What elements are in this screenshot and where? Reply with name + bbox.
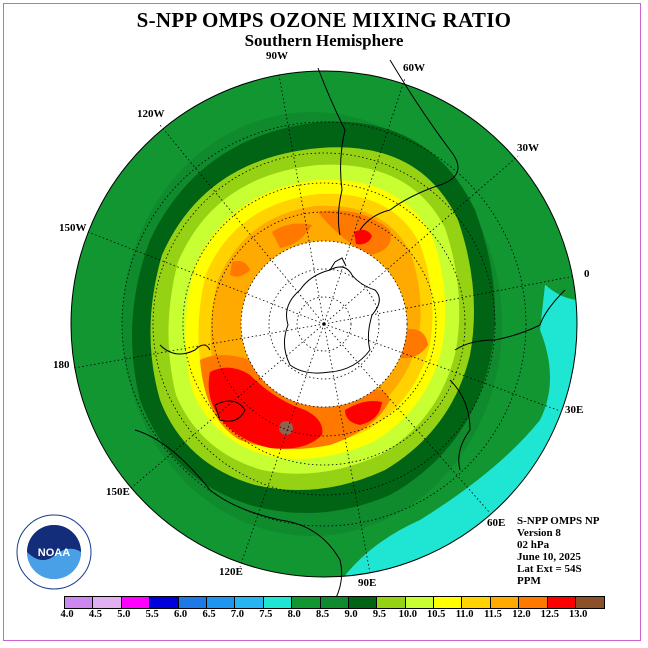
colorbar-tick-label: 7.5 — [259, 609, 273, 620]
colorbar-swatch — [405, 597, 435, 608]
ozone-field — [71, 71, 577, 577]
colorbar-tick-label: 5.5 — [145, 609, 159, 620]
field-level-12-5-b — [345, 401, 382, 425]
colorbar-swatch — [377, 597, 406, 608]
noaa-logo-text: NOAA — [38, 547, 70, 559]
colorbar-swatch — [519, 597, 548, 608]
colorbar-tick-label: 12.0 — [512, 609, 531, 620]
colorbar-tick-label: 4.0 — [60, 609, 74, 620]
lon-label-120e: 120E — [219, 566, 243, 578]
colorbar-tick-label: 9.5 — [372, 609, 386, 620]
info-block: S-NPP OMPS NP Version 8 02 hPa June 10, … — [517, 515, 600, 587]
info-product: S-NPP OMPS NP — [517, 515, 600, 527]
colorbar-swatch — [292, 597, 321, 608]
colorbar-swatch — [263, 597, 293, 608]
south-america-west-coast — [317, 67, 346, 236]
lat-circle-80 — [296, 296, 352, 352]
colorbar-tick-label: 10.5 — [427, 609, 446, 620]
colorbar — [64, 596, 606, 609]
colorbar-tick-label: 8.0 — [287, 609, 301, 620]
page-subtitle: Southern Hemisphere — [244, 31, 404, 50]
lon-label-30e: 30E — [565, 404, 584, 416]
info-date: June 10, 2025 — [517, 551, 581, 563]
map-boundary — [70, 70, 578, 578]
meridian-0 — [323, 275, 576, 325]
info-units: PPM — [517, 575, 541, 587]
colorbar-swatch — [348, 597, 378, 608]
colorbar-swatch — [65, 597, 94, 608]
colorbar-swatch — [490, 597, 520, 608]
field-level-12-5-a — [208, 367, 323, 449]
colorbar-swatch — [320, 597, 349, 608]
colorbar-swatch — [121, 597, 151, 608]
colorbar-swatch — [150, 597, 179, 608]
field-level-12-0-c — [230, 261, 250, 277]
lon-label-150e: 150E — [106, 486, 130, 498]
colorbar-swatch — [547, 597, 577, 608]
colorbar-tick-label: 9.0 — [344, 609, 358, 620]
lat-circle-65 — [211, 211, 437, 437]
lon-label-0: 0 — [584, 268, 590, 280]
colorbar-tick-label: 13.0 — [569, 609, 588, 620]
info-lat-ext: Lat Ext = 54S — [517, 563, 582, 575]
lon-label-180: 180 — [53, 359, 70, 371]
lat-circle-75 — [268, 268, 380, 380]
page-title: S-NPP OMPS OZONE MIXING RATIO — [136, 8, 512, 32]
field-level-12-5-c — [354, 229, 372, 245]
colorbar-tick-label: 11.5 — [484, 609, 502, 620]
lon-label-150w: 150W — [59, 222, 87, 234]
tasmania — [214, 400, 246, 422]
colorbar-tick-label: 4.5 — [88, 609, 102, 620]
lon-label-60w: 60W — [403, 62, 425, 74]
meridian-30w — [323, 155, 519, 325]
colorbar-tick-label: 6.5 — [202, 609, 216, 620]
field-level-12-0-d — [400, 329, 428, 359]
colorbar-tick-label: 5.0 — [117, 609, 131, 620]
colorbar-tick-label: 7.0 — [230, 609, 244, 620]
graticule — [73, 74, 576, 574]
lon-label-30w: 30W — [517, 142, 539, 154]
info-version: Version 8 — [517, 527, 561, 539]
colorbar-tick-label: 8.5 — [316, 609, 330, 620]
lon-label-90w: 90W — [266, 50, 288, 62]
colorbar-tick-label: 11.0 — [455, 609, 474, 620]
colorbar-tick-label: 12.5 — [540, 609, 559, 620]
south-pole-dot — [322, 322, 326, 326]
south-america-east-coast — [359, 59, 459, 231]
lat-circle-50 — [121, 121, 527, 527]
africa-coast — [454, 289, 566, 351]
lon-label-90e: 90E — [358, 577, 377, 589]
madagascar — [449, 379, 471, 471]
colorbar-swatch — [462, 597, 491, 608]
field-level-13-0 — [279, 421, 293, 435]
antarctica-coast — [284, 266, 380, 374]
colorbar-tick-label: 6.0 — [174, 609, 188, 620]
meridian-120w — [159, 124, 325, 325]
colorbar-tick-label: 10.0 — [398, 609, 417, 620]
meridian-60w — [323, 77, 406, 325]
lon-label-60e: 60E — [487, 517, 506, 529]
colorbar-swatch — [206, 597, 236, 608]
colorbar-swatch — [235, 597, 264, 608]
lat-circle-55 — [152, 152, 496, 496]
lat-circle-70 — [240, 240, 408, 408]
colorbar-swatch — [576, 597, 605, 608]
australia-coast — [134, 429, 343, 601]
lon-label-120w: 120W — [137, 108, 165, 120]
noaa-logo: NOAA — [16, 514, 92, 590]
field-level-12-0-a — [272, 223, 312, 248]
meridian-120e — [239, 323, 325, 568]
page-frame — [3, 3, 641, 641]
lat-circle-60 — [182, 182, 466, 466]
colorbar-swatch — [178, 597, 207, 608]
colorbar-swatch — [434, 597, 463, 608]
info-level: 02 hPa — [517, 539, 550, 551]
colorbar-swatch — [93, 597, 122, 608]
